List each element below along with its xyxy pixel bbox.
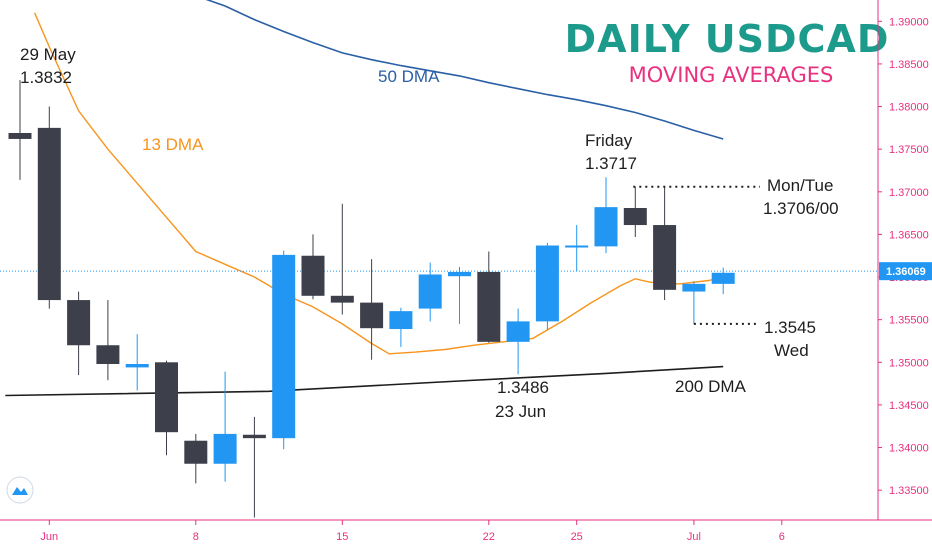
candle-body (594, 207, 618, 247)
annotation-wed-price: 1.3545 (764, 318, 816, 337)
candle (418, 262, 442, 322)
candle-body (242, 434, 266, 439)
candle (272, 250, 296, 450)
price-tick-label: 1.34500 (889, 400, 929, 412)
candle-body (184, 440, 208, 464)
candle-body (653, 225, 677, 290)
last-price-badge (879, 262, 932, 281)
time-tick-label: 22 (483, 531, 495, 543)
chart-subtitle: MOVING AVERAGES (629, 63, 834, 87)
candle (682, 281, 706, 324)
ma-line-50-dma (205, 0, 724, 140)
price-tick-label: 1.39000 (889, 16, 929, 28)
annotation-montue-day: Mon/Tue (767, 176, 833, 195)
candle-body (360, 302, 384, 329)
candle (653, 186, 677, 301)
candle-body (213, 433, 237, 464)
candle-body (330, 295, 354, 303)
price-tick-label: 1.37500 (889, 144, 929, 156)
candle (213, 371, 237, 482)
price-tick-label: 1.35500 (889, 315, 929, 327)
candle-body (565, 245, 589, 248)
annotation-jun23-price: 1.3486 (497, 378, 549, 397)
ma-line-200-dma (5, 365, 724, 397)
chart-title: DAILY USDCAD (565, 17, 890, 61)
candle-body (711, 272, 735, 284)
candle (96, 300, 120, 381)
time-tick-label: 25 (571, 531, 583, 543)
candle (125, 334, 149, 391)
price-tick-label: 1.34000 (889, 443, 929, 455)
candle-body (682, 283, 706, 292)
candle-body (448, 271, 471, 277)
annotation-may29-date: 29 May (20, 45, 76, 64)
candle-body (272, 254, 296, 439)
annotation-friday-price: 1.3717 (585, 154, 637, 173)
time-tick-label: 6 (779, 531, 785, 543)
time-tick-label: Jul (687, 531, 701, 543)
time-tick-label: 15 (336, 531, 348, 543)
ma-200-label: 200 DMA (675, 377, 747, 396)
candle (535, 242, 559, 330)
candles (8, 80, 735, 518)
tradingview-logo-icon[interactable] (6, 476, 34, 504)
candle-body (506, 321, 530, 342)
price-tick-label: 1.38000 (889, 102, 929, 114)
ma-line-13-dma (33, 12, 724, 355)
candle-body (67, 300, 91, 346)
candle-body (418, 274, 442, 309)
ma-50-label: 50 DMA (378, 67, 440, 86)
candle (565, 225, 589, 272)
annotation-may29-price: 1.3832 (20, 68, 72, 87)
time-axis[interactable]: Jun 8 15 22 25 Jul 6 (40, 520, 785, 543)
price-tick-label: 1.35000 (889, 357, 929, 369)
candle (242, 416, 266, 518)
candle (37, 106, 61, 309)
ma-13-label: 13 DMA (142, 135, 204, 154)
moving-averages (5, 0, 724, 397)
price-tick-label: 1.33500 (889, 485, 929, 497)
candle (623, 186, 647, 237)
candle (448, 266, 471, 324)
candle-body (37, 127, 61, 301)
candle-body (125, 364, 149, 368)
candle (184, 433, 208, 484)
annotation-jun23-date: 23 Jun (495, 402, 546, 421)
candle (477, 251, 501, 343)
annotation-montue-price: 1.3706/00 (763, 199, 839, 218)
annotation-friday-day: Friday (585, 131, 633, 150)
time-tick-label: 8 (193, 531, 199, 543)
candle (301, 234, 325, 300)
candle-body (8, 132, 32, 139)
candle (594, 177, 618, 254)
candle (155, 360, 178, 456)
candle-body (623, 208, 647, 226)
price-axis[interactable]: 1.33500 1.34000 1.34500 1.35000 1.35500 1.360… (878, 16, 929, 497)
candle-body (155, 362, 178, 433)
candle (389, 307, 413, 347)
candle-body (535, 245, 559, 322)
price-tick-label: 1.36500 (889, 229, 929, 241)
candle-body (389, 311, 413, 330)
price-tick-label: 1.38500 (889, 59, 929, 71)
time-tick-label: Jun (40, 531, 58, 543)
candle (360, 259, 384, 360)
candle-body (96, 345, 120, 364)
candle-body (301, 255, 325, 296)
candle (67, 291, 91, 376)
annotation-wed-day: Wed (774, 341, 809, 360)
candle (8, 80, 32, 180)
candle-body (477, 271, 501, 342)
candle (330, 203, 354, 315)
last-price-label: 1.36069 (886, 266, 926, 278)
candle (711, 267, 735, 295)
candle (506, 308, 530, 375)
price-tick-label: 1.37000 (889, 187, 929, 199)
